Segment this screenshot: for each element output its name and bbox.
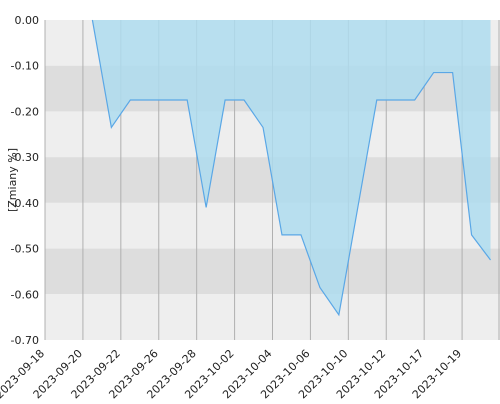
y-tick-label: 0.00	[15, 14, 40, 27]
y-tick-label: -0.50	[11, 243, 39, 256]
y-tick-label: -0.60	[11, 288, 39, 301]
y-tick-label: -0.70	[11, 334, 39, 347]
y-tick-label: -0.20	[11, 105, 39, 118]
area	[92, 20, 491, 315]
y-tick-label: -0.10	[11, 60, 39, 73]
y-axis-label: [Zmiany %]	[6, 148, 19, 212]
line	[91, 19, 492, 317]
y-tick-label: -0.30	[11, 151, 39, 164]
y-tick-label: -0.40	[11, 197, 39, 210]
